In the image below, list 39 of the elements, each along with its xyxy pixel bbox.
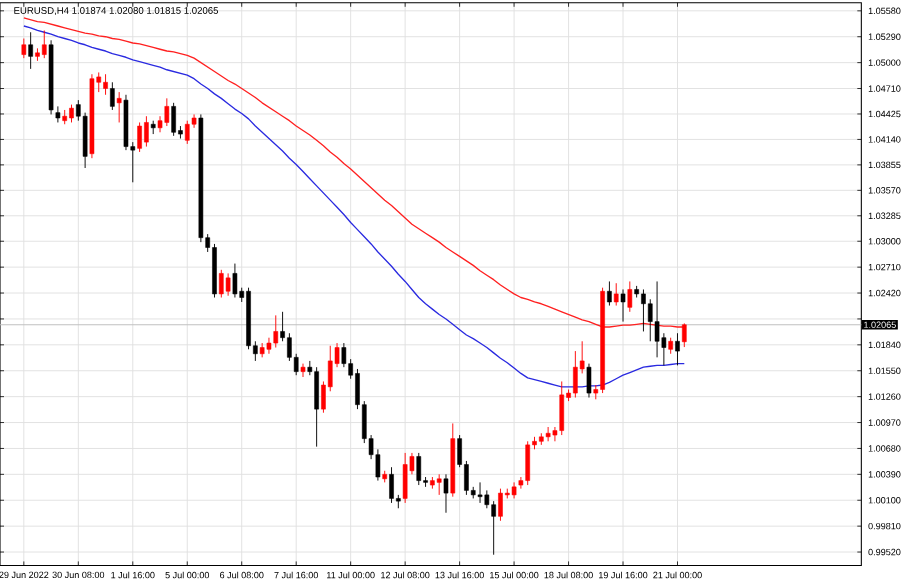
candlestick [416,452,422,486]
candlestick [225,272,231,297]
candlestick [389,466,394,504]
candlestick [491,500,496,556]
candlestick [436,473,442,496]
candlestick [144,115,149,148]
candlestick [607,280,612,307]
candlestick [103,73,108,96]
candlestick [681,322,687,348]
candlestick [586,363,592,398]
candlestick [314,366,319,448]
candlestick [137,121,142,153]
candlestick [620,289,626,323]
candlestick [184,120,190,145]
candlestick [559,380,565,436]
candlestick [21,38,27,59]
candlestick [477,481,483,504]
candlestick [171,102,176,137]
candlestick [110,81,115,111]
candlestick [641,289,646,332]
candlestick [41,30,47,59]
candlestick [218,269,224,298]
candlestick [675,332,680,366]
candlestick [443,473,449,514]
candlestick [402,452,408,504]
candlestick [525,440,531,486]
candlestick [164,97,170,127]
candlestick [573,350,578,398]
candlestick [300,363,306,378]
candlestick [545,426,551,442]
candlestick [273,314,279,348]
candlestick [498,488,503,522]
candlestick [232,263,238,298]
candlestick [212,243,217,298]
candlestick [613,282,619,307]
candlestick [627,280,633,313]
candlestick [28,31,33,70]
candlestick [654,280,660,358]
candlestick [116,91,122,123]
